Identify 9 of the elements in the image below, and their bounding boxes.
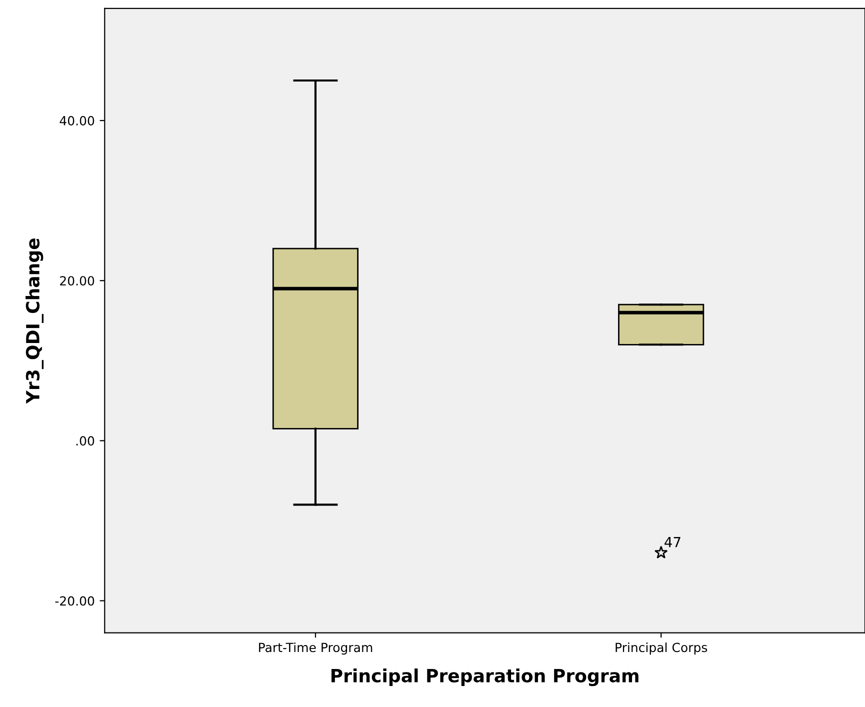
y-tick-label: .00 <box>76 436 94 446</box>
y-tick-label: -20.00 <box>55 596 94 606</box>
x-tick-label: Principal Corps <box>616 642 708 655</box>
y-tick-label: 40.00 <box>60 116 94 126</box>
y-tick-label: 20.00 <box>60 276 94 286</box>
annotation: 47 <box>664 537 680 548</box>
y-axis-title: Yr3_QDI_Change <box>26 238 44 404</box>
x-axis-title: Principal Preparation Program <box>332 668 638 686</box>
x-tick-label: Part-Time Program <box>259 642 372 655</box>
